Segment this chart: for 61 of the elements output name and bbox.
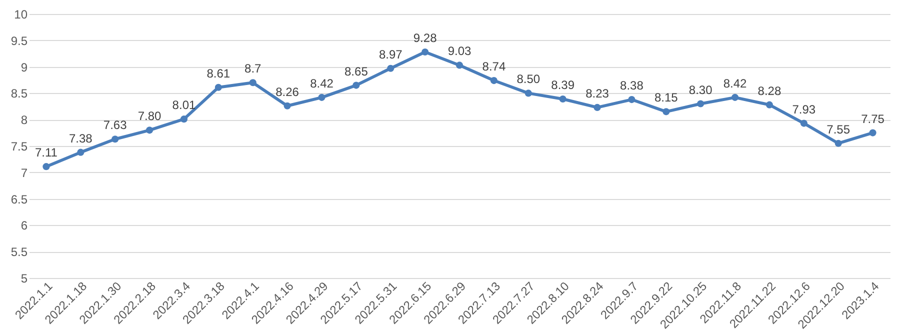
data-label: 8.28 [758, 84, 782, 98]
data-label: 8.65 [344, 64, 368, 78]
point [180, 116, 188, 123]
point [284, 102, 291, 110]
data-label: 7.11 [34, 146, 58, 160]
point [594, 104, 601, 111]
point [800, 120, 808, 127]
data-label: 8.7 [244, 62, 262, 76]
data-label: 7.80 [138, 109, 162, 124]
point [662, 108, 670, 116]
point [42, 163, 50, 170]
data-label: 8.15 [654, 90, 678, 105]
data-label: 7.38 [68, 131, 93, 146]
data-label: 8.01 [172, 98, 196, 112]
point [869, 129, 876, 136]
data-label: 7.63 [103, 118, 128, 132]
data-label: 8.39 [551, 78, 575, 92]
data-label: 8.26 [276, 84, 300, 99]
point [352, 82, 360, 89]
point [731, 94, 739, 101]
point [249, 79, 256, 86]
data-label: 7.75 [861, 112, 885, 126]
data-label: 9.28 [413, 31, 438, 46]
point [146, 126, 154, 134]
point [112, 136, 119, 143]
data-label: 8.74 [482, 60, 506, 74]
point [214, 84, 222, 91]
y-tick-label: 8 [20, 113, 28, 128]
point [318, 94, 326, 101]
point [422, 48, 429, 56]
point [766, 101, 773, 108]
point [559, 95, 566, 103]
y-tick-label: 8.5 [10, 86, 28, 101]
point [524, 90, 532, 97]
y-tick-label: 9 [20, 60, 28, 74]
point [834, 140, 842, 147]
data-label: 8.42 [310, 76, 334, 90]
point [697, 100, 704, 108]
data-label: 8.61 [206, 66, 230, 80]
point [456, 62, 464, 69]
data-label: 7.93 [792, 102, 816, 116]
data-label: 8.30 [688, 82, 713, 97]
y-tick-label: 7.5 [10, 140, 28, 154]
point [628, 96, 636, 104]
y-tick-label: 5.5 [10, 245, 28, 260]
point [77, 148, 84, 156]
data-label: 8.97 [378, 47, 403, 62]
y-tick-label: 9.5 [10, 34, 28, 48]
y-tick-label: 10 [14, 8, 28, 22]
y-tick-label: 7 [20, 166, 28, 180]
point [490, 77, 498, 84]
data-label: 8.50 [516, 72, 540, 86]
data-label: 7.55 [826, 122, 850, 136]
data-label: 8.23 [586, 86, 610, 100]
y-tick-label: 5 [20, 272, 28, 286]
data-label: 8.38 [620, 78, 644, 93]
data-label: 8.42 [723, 76, 748, 90]
point [387, 64, 394, 72]
data-label: 9.03 [448, 44, 472, 58]
y-tick-label: 6 [20, 218, 28, 233]
y-tick-label: 6.5 [10, 192, 28, 206]
